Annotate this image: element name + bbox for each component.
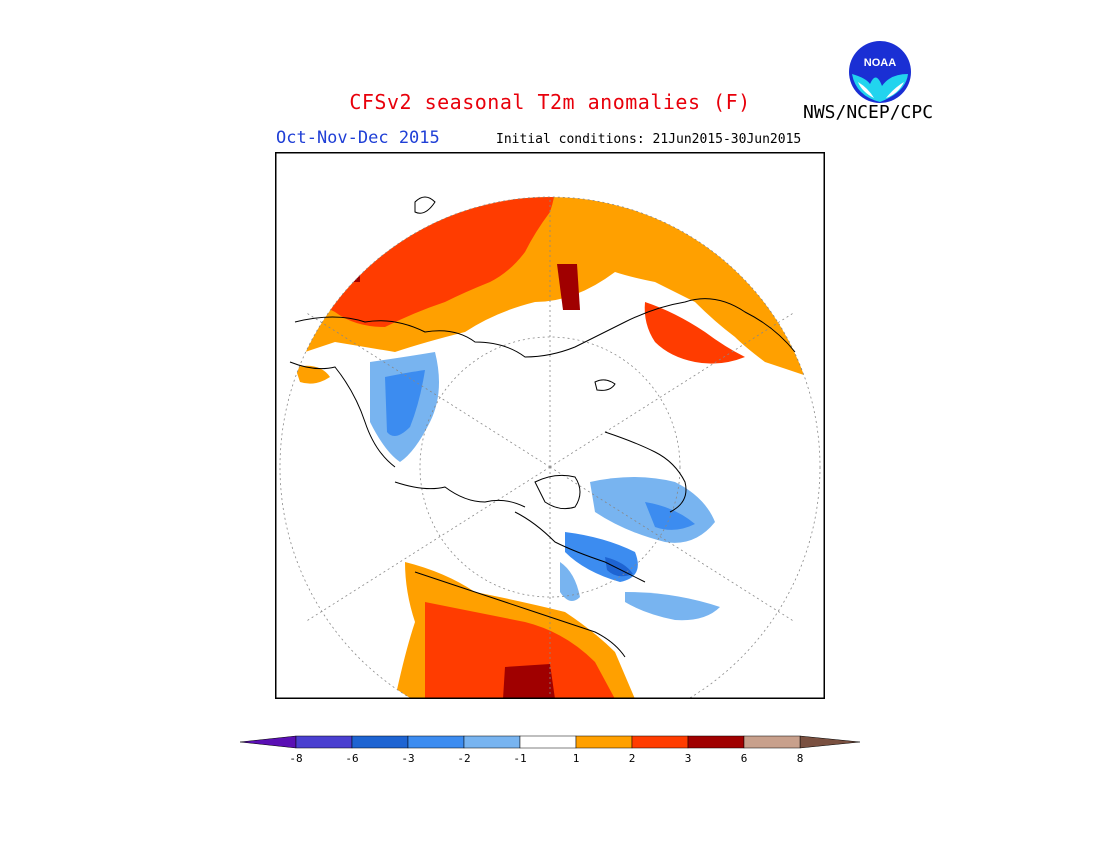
legend-arrow-left (240, 735, 297, 749)
warm-region-south-red (425, 602, 615, 699)
legend-tick-label: -3 (401, 752, 414, 765)
warm-region-east-red (644, 302, 745, 364)
legend-tick-label: -8 (289, 752, 302, 765)
cold-region-hudson-dark (605, 557, 633, 577)
legend-tick-label: 8 (797, 752, 804, 765)
initial-conditions-label: Initial conditions: 21Jun2015-30Jun2015 (496, 132, 802, 147)
season-label: Oct-Nov-Dec 2015 (276, 128, 440, 148)
legend-tick-label: 2 (629, 752, 636, 765)
legend-swatch (743, 735, 801, 749)
cold-region-archipelago (560, 562, 580, 601)
noaa-logo-text: NOAA (864, 57, 896, 69)
legend-swatch (295, 735, 353, 749)
cold-region-west-mid (385, 370, 425, 436)
graticule (304, 198, 796, 697)
warm-region-west-patch (295, 365, 330, 384)
legend-tick-label: 3 (685, 752, 692, 765)
anomaly-map (275, 152, 825, 699)
warm-region-north-red (295, 197, 557, 327)
warm-region-north-dark-2 (557, 264, 580, 310)
legend-swatch (575, 735, 633, 749)
coastlines (289, 196, 796, 658)
legend-swatch (351, 735, 409, 749)
cold-region-canada-mid (645, 502, 695, 530)
color-legend: -8 -6 -3 -2 -1 1 2 3 6 8 (240, 735, 860, 765)
noaa-logo: NOAA (849, 41, 911, 103)
agency-label: NWS/NCEP/CPC (803, 102, 934, 123)
legend-swatch (463, 735, 521, 749)
legend-tick-label: -2 (457, 752, 470, 765)
legend-tick-label: 6 (741, 752, 748, 765)
legend-swatch (407, 735, 465, 749)
legend-tick-label: -6 (345, 752, 358, 765)
warm-region-south-dark (503, 664, 555, 699)
chart-title: CFSv2 seasonal T2m anomalies (F) (349, 90, 751, 114)
cold-region-labrador (625, 592, 720, 621)
legend-swatch (519, 735, 577, 749)
legend-arrow-right (799, 735, 860, 749)
legend-tick-label: -1 (513, 752, 526, 765)
legend-tick-label: 1 (573, 752, 580, 765)
legend-swatch (631, 735, 689, 749)
legend-swatch (687, 735, 745, 749)
